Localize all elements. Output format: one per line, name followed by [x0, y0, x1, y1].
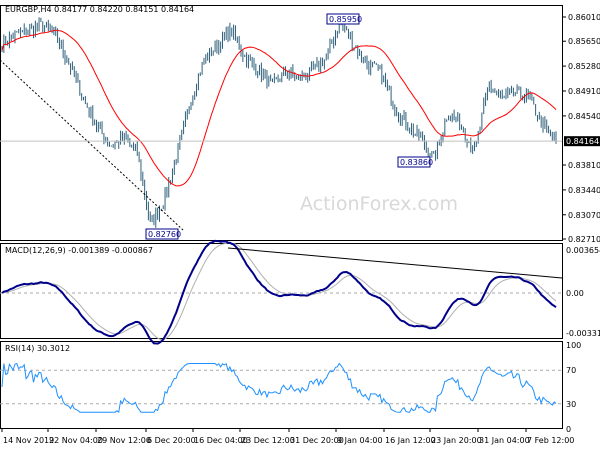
chart-title: EURGBP,H4 0.84177 0.84220 0.84151 0.8416…	[5, 5, 194, 14]
y-tick-label: 0.84910	[568, 87, 600, 96]
rsi-title: RSI(14) 30.3012	[5, 344, 70, 353]
x-tick-label: 29 Nov 12:00	[97, 436, 151, 445]
y-tick-label: 0.86010	[568, 13, 600, 22]
price-label: 0.82760	[148, 230, 181, 239]
x-tick-label: 23 Dec 12:00	[241, 436, 295, 445]
rsi-tick-label: 0	[566, 425, 571, 434]
x-tick-label: 16 Jan 12:00	[385, 436, 436, 445]
macd-tick-label: 0.00	[566, 289, 584, 298]
x-tick-label: 9 Jan 04:00	[337, 436, 383, 445]
macd-signal-line	[1, 242, 557, 341]
price-label: 0.83860	[400, 158, 433, 167]
x-tick-label: 31 Dec 20:00	[290, 436, 344, 445]
macd-title: MACD(12,26,9) -0.001389 -0.000867	[5, 246, 153, 255]
x-tick-label: 22 Nov 04:00	[49, 436, 103, 445]
rsi-tick-label: 30	[566, 400, 576, 409]
macd-trendline	[227, 247, 563, 279]
y-tick-label: 0.85280	[568, 62, 600, 71]
x-tick-label: 23 Jan 20:00	[431, 436, 482, 445]
x-tick-label: 31 Jan 04:00	[479, 436, 530, 445]
panel-frame-2	[0, 341, 563, 429]
rsi-tick-label: 70	[566, 366, 576, 375]
panel-frame-0	[0, 5, 563, 241]
y-tick-label: 0.83810	[568, 161, 600, 170]
y-tick-label: 0.85650	[568, 37, 600, 46]
current-price-label: 0.84164	[566, 137, 599, 146]
macd-line	[1, 239, 557, 345]
panel-frame-1	[0, 243, 563, 339]
moving-average-line	[1, 29, 557, 187]
y-tick-label: 0.84540	[568, 112, 600, 121]
x-tick-label: 6 Dec 20:00	[147, 436, 196, 445]
x-tick-label: 14 Nov 2019	[3, 436, 54, 445]
y-tick-label: 0.82710	[568, 235, 600, 244]
y-tick-label: 0.83440	[568, 186, 600, 195]
trendline-dotted	[0, 59, 184, 231]
x-tick-label: 7 Feb 12:00	[527, 436, 574, 445]
price-label-box	[326, 13, 360, 25]
rsi-tick-label: 100	[566, 341, 581, 350]
macd-tick-label: 0.003654	[566, 246, 600, 255]
x-tick-label: 16 Dec 04:00	[194, 436, 248, 445]
macd-tick-label: -0.003314	[566, 329, 600, 338]
y-tick-label: 0.83070	[568, 211, 600, 220]
current-price-badge	[564, 136, 600, 147]
watermark: ActionForex.com	[300, 193, 458, 215]
price-label-box	[397, 156, 431, 168]
price-label: 0.85950	[329, 15, 362, 24]
rsi-line	[1, 362, 557, 414]
price-label-box	[145, 228, 179, 240]
